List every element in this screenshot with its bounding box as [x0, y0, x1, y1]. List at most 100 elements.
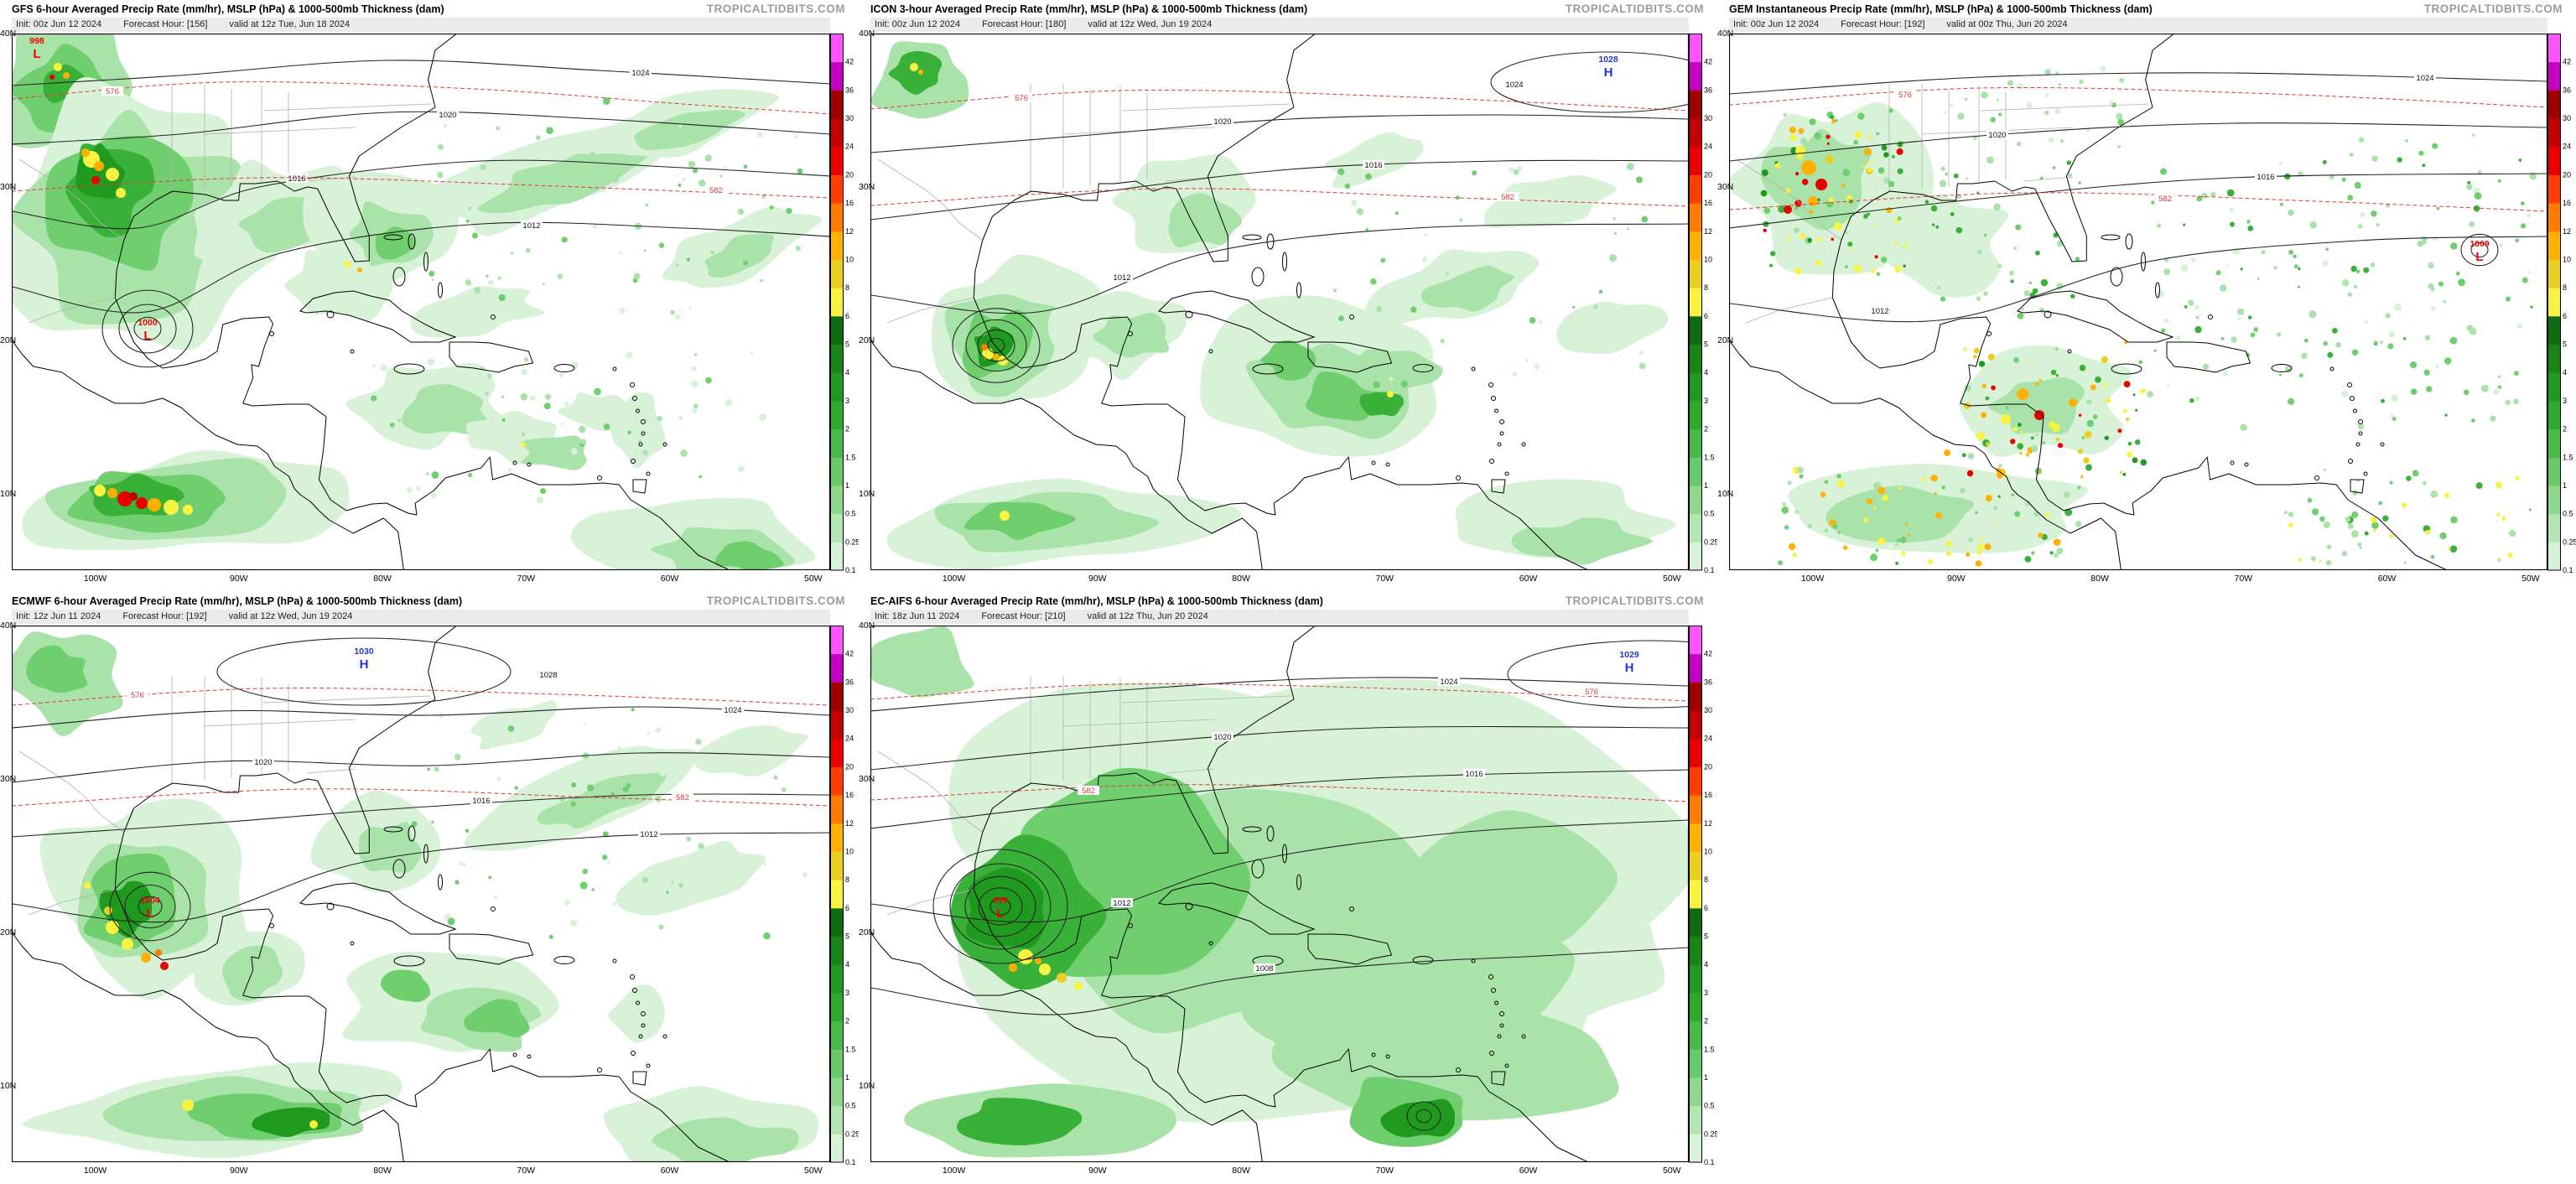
svg-text:1: 1 [1704, 1073, 1708, 1082]
precip-colorbar: 0.1 0.25 0.5 1 1.5 2 3 4 5 6 8 10 12 16 20 24 30 36 42 [830, 34, 859, 574]
precip-shading [870, 626, 1689, 1158]
svg-text:1.5: 1.5 [845, 1045, 856, 1053]
low-pressure-value: 999 [993, 896, 1008, 906]
low-pressure-value: 1009 [2470, 239, 2490, 249]
contour-label: 576 [131, 691, 144, 700]
lat-axis-label: 30N [0, 774, 17, 784]
lon-axis-label: 90W [1088, 1166, 1107, 1176]
init-time: Init: 00z Jun 12 2024 [1733, 19, 1820, 29]
svg-text:0.5: 0.5 [2563, 510, 2573, 518]
colorbar-frame [830, 34, 844, 571]
thickness-contours: 576 582 [870, 683, 1689, 802]
low-pressure-symbol: L [143, 329, 151, 343]
panel-title: GEM Instantaneous Precip Rate (mm/hr), M… [1729, 3, 2153, 15]
run-info-bar: Init: 00z Jun 12 2024 Forecast Hour: [156… [12, 18, 830, 32]
thickness-contours: 576 582 [12, 81, 830, 199]
precip-colorbar: 0.1 0.25 0.5 1 1.5 2 3 4 5 6 8 10 12 16 20 24 30 36 42 [1689, 626, 1717, 1166]
svg-text:24: 24 [1704, 735, 1712, 743]
isobars: 1024 1020 1016 1012 1008 [870, 640, 1689, 1131]
svg-text:30: 30 [845, 706, 854, 714]
svg-text:6: 6 [845, 904, 849, 912]
panel-title: GFS 6-hour Averaged Precip Rate (mm/hr),… [12, 3, 444, 15]
svg-text:30: 30 [2563, 114, 2571, 122]
thickness-contours: 576 582 [870, 90, 1689, 207]
contour-label: 1024 [1505, 80, 1523, 90]
contour-label: 1012 [1871, 307, 1888, 316]
colorbar-labels: 0.1 0.25 0.5 1 1.5 2 3 4 5 6 8 10 12 16 20 24 30 36 42 [1704, 650, 1717, 1166]
lon-axis-label: 60W [660, 1166, 679, 1176]
contour-label: 1016 [472, 797, 490, 806]
svg-text:42: 42 [845, 650, 854, 658]
lon-axis-label: 90W [1947, 574, 1966, 584]
svg-text:10: 10 [1704, 256, 1712, 264]
svg-text:12: 12 [845, 819, 854, 828]
thickness-contours: 576 582 [1729, 86, 2547, 212]
lon-axis-label: 70W [517, 1166, 536, 1176]
init-time: Init: 12z Jun 11 2024 [16, 611, 101, 621]
lon-axis-label: 70W [1375, 574, 1394, 584]
svg-text:3: 3 [845, 989, 849, 997]
high-pressure-value: 1029 [1619, 650, 1639, 660]
lat-axis-label: 10N [0, 1081, 17, 1091]
colorbar-labels: 0.1 0.25 0.5 1 1.5 2 3 4 5 6 8 10 12 16 20 24 30 36 42 [2563, 58, 2576, 574]
svg-text:16: 16 [845, 199, 854, 207]
svg-text:20: 20 [1704, 170, 1712, 179]
svg-text:8: 8 [2563, 283, 2567, 292]
lat-axis-label: 40N [859, 621, 875, 631]
svg-text:16: 16 [2563, 199, 2571, 207]
svg-text:3: 3 [1704, 989, 1708, 997]
contour-label: 1012 [640, 830, 657, 839]
lon-axis-label: 60W [2377, 574, 2397, 584]
contour-label: 582 [1082, 787, 1095, 796]
lon-axis-label: 100W [83, 1166, 107, 1176]
svg-text:3: 3 [1704, 397, 1708, 405]
svg-text:20: 20 [845, 170, 854, 179]
svg-text:8: 8 [845, 875, 849, 884]
svg-text:8: 8 [845, 283, 849, 292]
panel-title: EC-AIFS 6-hour Averaged Precip Rate (mm/… [870, 595, 1323, 607]
svg-text:20: 20 [2563, 170, 2571, 179]
high-pressure-value: 1028 [1598, 55, 1618, 65]
svg-text:1: 1 [845, 481, 849, 490]
forecast-hour: Forecast Hour: [192] [122, 611, 207, 621]
svg-text:0.1: 0.1 [845, 566, 856, 574]
colorbar-frame [1689, 626, 1702, 1163]
svg-text:3: 3 [845, 397, 849, 405]
lat-axis-label: 40N [1717, 29, 1734, 39]
svg-text:5: 5 [1704, 932, 1708, 941]
svg-text:16: 16 [1704, 791, 1712, 799]
contour-label: 582 [2158, 195, 2172, 204]
lon-axis-label: 50W [2521, 574, 2540, 584]
contour-label: 1012 [1113, 273, 1130, 283]
svg-text:6: 6 [845, 312, 849, 320]
run-info-bar: Init: 00z Jun 12 2024 Forecast Hour: [180… [870, 18, 1689, 32]
lat-axis-label: 10N [859, 1081, 875, 1091]
valid-time: valid at 12z Wed, Jun 19 2024 [228, 611, 353, 621]
svg-text:10: 10 [2563, 256, 2571, 264]
state-borders [18, 84, 432, 324]
svg-text:1: 1 [2563, 481, 2567, 490]
contour-label: 582 [709, 186, 723, 195]
site-watermark: TROPICALTIDBITS.COM [706, 595, 845, 607]
svg-text:1.5: 1.5 [1704, 1045, 1715, 1053]
svg-text:3: 3 [2563, 397, 2567, 405]
svg-text:36: 36 [1704, 86, 1712, 94]
svg-text:42: 42 [1704, 650, 1712, 658]
svg-text:42: 42 [1704, 58, 1712, 66]
site-watermark: TROPICALTIDBITS.COM [1565, 3, 1704, 15]
svg-text:12: 12 [845, 227, 854, 236]
precip-colorbar: 0.1 0.25 0.5 1 1.5 2 3 4 5 6 8 10 12 16 20 24 30 36 42 [830, 626, 859, 1166]
map-border [1729, 34, 2547, 570]
contour-label: 1020 [1213, 117, 1231, 127]
contour-label: 576 [106, 87, 119, 96]
forecast-hour: Forecast Hour: [210] [981, 611, 1066, 621]
colorbar-cells [830, 626, 843, 1163]
svg-text:0.25: 0.25 [845, 537, 859, 546]
valid-time: valid at 12z Tue, Jun 18 2024 [229, 19, 351, 29]
